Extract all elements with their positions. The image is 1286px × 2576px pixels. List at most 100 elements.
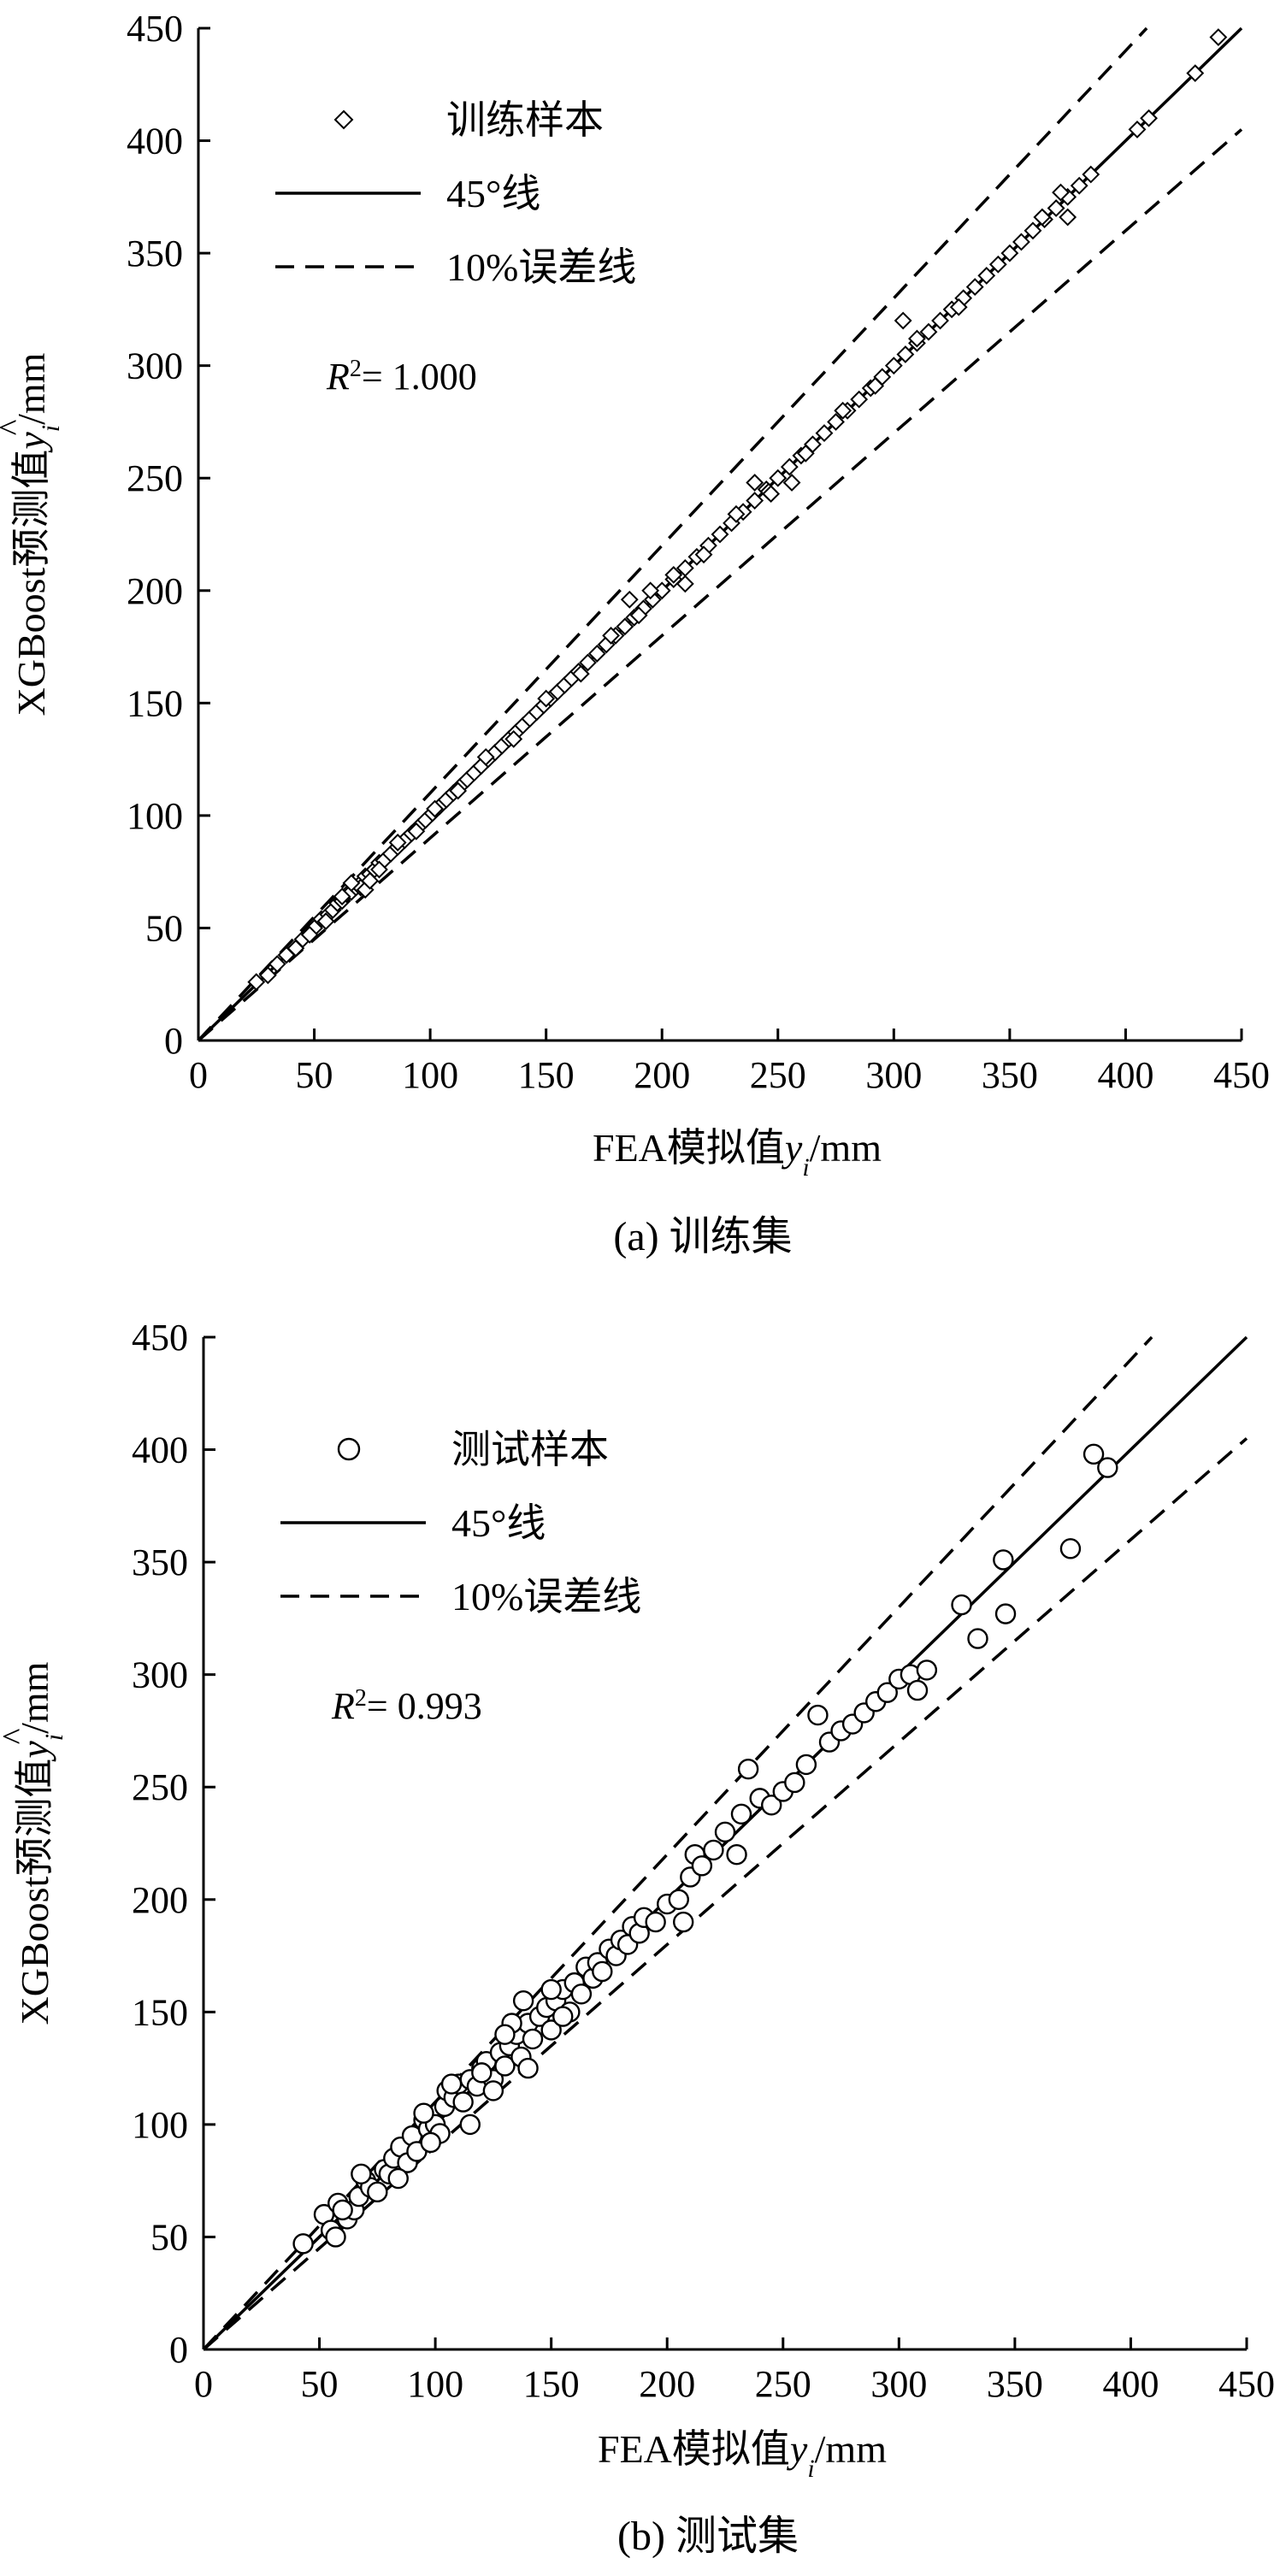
- data-point: [1047, 199, 1065, 217]
- y-tick-labels: 0 50 100 150 200 250 300 350 400 450: [132, 1317, 188, 2371]
- legend-label: 测试样本: [451, 1428, 609, 1471]
- panel-caption: (b) 测试集: [617, 2514, 799, 2559]
- data-point: [762, 485, 781, 504]
- y-axis-title-sub: i: [40, 1734, 68, 1741]
- r-squared-annotation: R2= 0.993: [331, 1685, 482, 1728]
- data-point: [876, 1682, 898, 1703]
- data-point: [482, 2080, 504, 2101]
- data-point: [884, 357, 903, 375]
- data-point: [629, 606, 648, 625]
- y-tick-label: 0: [169, 2329, 188, 2371]
- y-tick-label: 150: [132, 1991, 188, 2033]
- x-tick-label: 100: [402, 1054, 458, 1096]
- data-point: [1070, 176, 1088, 195]
- y-axis-title-group: XGBoost预测值yi/mm ^: [0, 352, 65, 716]
- y-tick-label: 100: [127, 795, 183, 837]
- data-point: [931, 311, 949, 330]
- data-point: [641, 581, 660, 600]
- data-point: [351, 2163, 372, 2184]
- data-point: [292, 2233, 314, 2255]
- data-point: [694, 545, 713, 564]
- legend-label: 10%误差线: [446, 245, 636, 289]
- y-axis-title: XGBoost预测值yi/mm: [13, 1661, 68, 2025]
- data-point: [1033, 208, 1052, 227]
- data-point: [452, 2091, 474, 2113]
- x-tick-label: 400: [1097, 1054, 1153, 1096]
- x-tick-label: 450: [1213, 1054, 1270, 1096]
- data-point: [1209, 28, 1228, 46]
- x-axis-title-var: y: [782, 1126, 803, 1170]
- data-point: [965, 278, 984, 296]
- x-tick-labels: 0 50 100 150 200 250 300 350 400 450: [194, 2363, 1275, 2405]
- data-point: [522, 2028, 544, 2050]
- x-tick-label: 0: [194, 2363, 213, 2405]
- data-point: [1059, 1538, 1082, 1559]
- data-point: [616, 617, 634, 636]
- data-point: [316, 912, 335, 930]
- y-tick-label: 200: [127, 570, 183, 612]
- data-point: [711, 525, 729, 544]
- y-axis-title-var: y: [13, 1741, 56, 1762]
- data-point: [459, 2113, 481, 2136]
- data-point: [602, 626, 620, 645]
- y-tick-label: 450: [132, 1317, 188, 1359]
- data-point: [850, 390, 869, 409]
- scatter-points: [292, 1443, 1118, 2255]
- legend-entry-samples: 测试样本: [337, 1428, 609, 1471]
- data-point: [726, 1843, 747, 1866]
- data-point: [587, 645, 606, 663]
- data-point: [540, 1978, 562, 2001]
- data-point: [388, 834, 407, 852]
- data-point: [908, 329, 926, 348]
- y-axis-title: XGBoost预测值yi/mm: [9, 352, 65, 716]
- x-tick-label: 50: [301, 2363, 339, 2405]
- data-point: [268, 955, 286, 973]
- data-point: [449, 781, 468, 800]
- x-tick-label: 300: [870, 2363, 927, 2405]
- data-point: [332, 2199, 353, 2221]
- legend-entry-error-line: 10%误差线: [275, 245, 636, 289]
- data-point: [1140, 109, 1158, 127]
- y-axis-title-prefix: XGBoost预测值: [13, 1759, 56, 2025]
- x-tick-label: 400: [1102, 2363, 1159, 2405]
- y-tick-label: 50: [145, 907, 183, 949]
- data-point: [967, 1628, 988, 1649]
- legend-entry-45-line: 45°线: [275, 172, 540, 215]
- data-point: [1012, 233, 1030, 251]
- data-point: [769, 469, 788, 487]
- data-point: [807, 1704, 829, 1726]
- data-point: [866, 376, 885, 395]
- legend-label: 训练样本: [446, 98, 604, 142]
- error-line-10pct: [197, 27, 1148, 1042]
- r-squared-annotation: R2= 1.000: [326, 356, 477, 398]
- y-axis-title-suffix: /mm: [13, 1661, 56, 1734]
- data-point: [1059, 208, 1077, 227]
- data-point: [367, 2181, 388, 2203]
- data-point: [413, 2102, 434, 2124]
- data-point: [919, 322, 938, 341]
- y-tick-label: 350: [132, 1541, 188, 1583]
- data-point: [949, 298, 968, 316]
- y-tick-label: 0: [164, 1020, 183, 1062]
- data-point: [1052, 183, 1070, 202]
- x-tick-label: 150: [523, 2363, 580, 2405]
- x-tick-label: 0: [189, 1054, 208, 1096]
- data-point: [727, 504, 746, 523]
- r-squared-value: = 1.000: [362, 356, 477, 398]
- data-point: [746, 474, 764, 492]
- x-axis-title-var: y: [787, 2427, 808, 2471]
- data-point: [780, 457, 799, 476]
- x-tick-label: 250: [750, 1054, 806, 1096]
- data-point: [815, 424, 834, 443]
- panel-training: 0 50 100 150 200 250 300 350 400 450 0 50 100 150 200…: [0, 8, 1270, 1259]
- data-point: [579, 653, 597, 672]
- x-tick-label: 350: [982, 1054, 1038, 1096]
- data-point: [675, 575, 694, 593]
- x-tick-label: 350: [987, 2363, 1043, 2405]
- data-point: [1082, 165, 1100, 184]
- legend-entry-error-line: 10%误差线: [280, 1575, 641, 1618]
- legend-label: 45°线: [451, 1501, 546, 1545]
- data-point: [714, 1821, 736, 1843]
- r-superscript: 2: [355, 1685, 367, 1712]
- data-point: [1097, 1457, 1118, 1478]
